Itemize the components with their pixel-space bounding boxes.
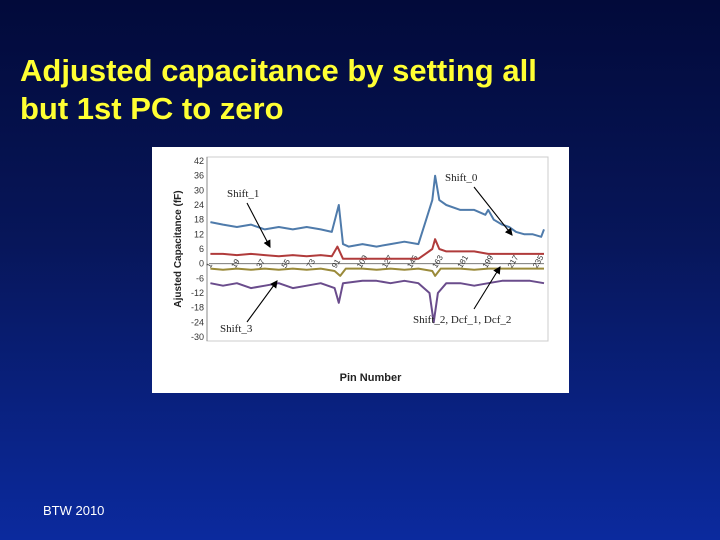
chart-panel: 42 36 30 24 18 12 6 0 -6 -12 -18 -24 -30 1 19 37 55 73 91 1…	[152, 147, 569, 393]
x-tick-label: 73	[305, 257, 318, 270]
y-tick-label: 24	[194, 200, 204, 210]
x-tick-label: 199	[481, 253, 496, 270]
title-line-2: but 1st PC to zero	[20, 91, 284, 126]
y-tick-label: -24	[191, 317, 204, 327]
x-tick-label: 163	[430, 253, 445, 270]
y-tick-label: 42	[194, 156, 204, 166]
y-tick-label: 36	[194, 171, 204, 181]
y-axis-title: Ajusted Capacitance (fF)	[173, 190, 184, 307]
x-tick-label: 145	[405, 253, 420, 270]
annotation-arrow	[246, 280, 278, 323]
y-tick-label: 0	[199, 259, 204, 269]
x-axis-title: Pin Number	[340, 372, 402, 384]
x-tick-label: 109	[355, 253, 370, 270]
x-tick-label: 91	[330, 257, 343, 270]
annotation-arrow	[246, 202, 271, 248]
annotation-label: Shift_1	[227, 188, 259, 200]
y-tick-label: -6	[196, 273, 204, 283]
x-tick-label: 1	[204, 261, 214, 270]
annotation-label: Shift_0	[445, 172, 478, 184]
x-tick-label: 127	[380, 253, 395, 270]
annotation-arrow	[473, 186, 513, 236]
x-tick-label: 55	[280, 257, 293, 270]
footer-label: BTW 2010	[43, 503, 105, 518]
y-tick-label: -12	[191, 288, 204, 298]
y-tick-label: 30	[194, 185, 204, 195]
annotation-label: Shift_2, Dcf_1, Dcf_2	[413, 314, 511, 326]
series-line-0	[210, 174, 545, 248]
slide-title: Adjusted capacitance by setting all but …	[20, 52, 700, 128]
x-tick-label: 217	[506, 253, 521, 270]
annotation-arrow	[473, 266, 501, 310]
x-tick-label: 235	[531, 253, 546, 270]
y-tick-label: -30	[191, 332, 204, 342]
annotation-label: Shift_3	[220, 323, 253, 335]
y-tick-label: 6	[199, 244, 204, 254]
y-tick-label: -18	[191, 303, 204, 313]
y-tick-label: 12	[194, 229, 204, 239]
series-line-2	[210, 267, 544, 277]
title-line-1: Adjusted capacitance by setting all	[20, 53, 537, 88]
y-tick-label: 18	[194, 215, 204, 225]
series-line-1	[210, 238, 544, 260]
x-tick-label: 181	[456, 253, 471, 270]
